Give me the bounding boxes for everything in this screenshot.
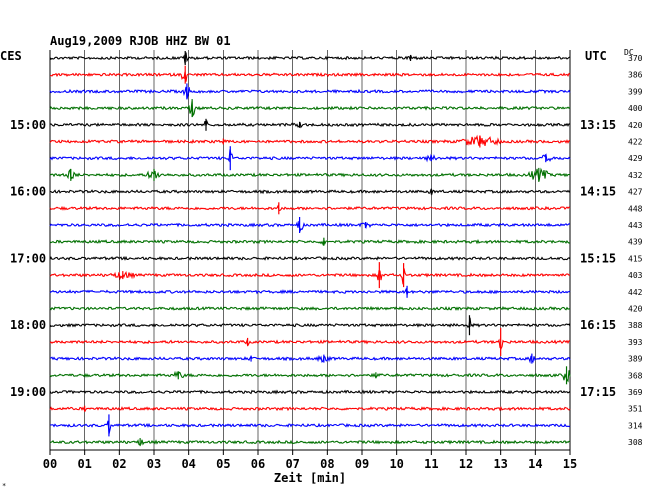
trace-line bbox=[49, 389, 571, 395]
trace-line bbox=[49, 420, 571, 435]
trace-line bbox=[50, 354, 571, 364]
trace-line bbox=[49, 238, 571, 247]
dc-offset-label: 415 bbox=[628, 254, 643, 263]
dc-offset-label: 442 bbox=[628, 288, 643, 297]
trace-line bbox=[49, 338, 571, 350]
x-tick-label: 13 bbox=[493, 457, 507, 471]
left-time-label: 18:00 bbox=[10, 318, 46, 332]
right-time-label: 16:15 bbox=[580, 318, 616, 332]
dc-offset-label: 368 bbox=[628, 371, 643, 380]
trace-line bbox=[49, 134, 571, 146]
dc-offset-label: 439 bbox=[628, 238, 643, 247]
dc-offset-label: 399 bbox=[628, 87, 643, 96]
x-tick-label: 04 bbox=[181, 457, 195, 471]
left-time-label: 19:00 bbox=[10, 385, 46, 399]
dc-offset-label: 403 bbox=[628, 271, 643, 280]
trace-line bbox=[49, 86, 571, 100]
dc-offset-label: 388 bbox=[628, 321, 643, 330]
trace-line bbox=[49, 220, 571, 233]
trace-line bbox=[49, 268, 571, 285]
x-tick-label: 10 bbox=[389, 457, 403, 471]
dc-offset-label: 443 bbox=[628, 221, 643, 230]
trace-line bbox=[49, 287, 571, 295]
right-time-label: 15:15 bbox=[580, 251, 616, 265]
trace-line bbox=[49, 305, 571, 311]
corner-mark: * bbox=[2, 482, 6, 490]
dc-offset-label: 370 bbox=[628, 54, 643, 63]
left-timezone-label: CES bbox=[0, 49, 22, 63]
right-timezone-label: UTC bbox=[585, 49, 607, 63]
dc-offset-label: 420 bbox=[628, 121, 643, 130]
trace-line bbox=[49, 167, 571, 182]
x-tick-label: 02 bbox=[112, 457, 126, 471]
left-time-label: 17:00 bbox=[10, 251, 46, 265]
left-time-label: 15:00 bbox=[10, 118, 46, 132]
dc-offset-label: 386 bbox=[628, 71, 643, 80]
x-tick-label: 06 bbox=[251, 457, 265, 471]
x-tick-label: 08 bbox=[320, 457, 334, 471]
trace-line bbox=[49, 255, 571, 261]
trace-line bbox=[49, 438, 571, 446]
dc-offset-label: 351 bbox=[628, 405, 643, 414]
dc-offset-label: 400 bbox=[628, 104, 643, 113]
trace-line bbox=[49, 317, 571, 329]
dc-offset-label: 369 bbox=[628, 388, 643, 397]
x-tick-label: 03 bbox=[147, 457, 161, 471]
x-tick-label: 01 bbox=[77, 457, 91, 471]
trace-line bbox=[49, 149, 571, 163]
right-time-label: 17:15 bbox=[580, 385, 616, 399]
x-tick-label: 12 bbox=[459, 457, 473, 471]
trace-line bbox=[50, 71, 571, 82]
dc-offset-label: 422 bbox=[628, 138, 643, 147]
dc-offset-label: 393 bbox=[628, 338, 643, 347]
dc-offset-label: 314 bbox=[628, 421, 643, 430]
vertical-grid bbox=[49, 50, 571, 450]
dc-offset-label: 389 bbox=[628, 355, 643, 364]
x-tick-label: 14 bbox=[528, 457, 542, 471]
trace-line bbox=[49, 406, 571, 413]
x-tick-label: 00 bbox=[43, 457, 57, 471]
trace-line bbox=[49, 370, 571, 383]
x-tick-label: 09 bbox=[355, 457, 369, 471]
dc-offset-label: 448 bbox=[628, 204, 643, 213]
x-axis-label: Zeit [min] bbox=[274, 471, 346, 485]
x-axis: 00 01 02 03 04 05 06 07 08 09 10 11 12 13 14 15 bbox=[43, 449, 577, 471]
trace-line bbox=[49, 119, 571, 129]
dc-offset-label: 432 bbox=[628, 171, 643, 180]
x-tick-label: 11 bbox=[424, 457, 438, 471]
trace-group bbox=[49, 51, 571, 447]
x-tick-label: 15 bbox=[563, 457, 577, 471]
dc-offset-label: 427 bbox=[628, 188, 643, 197]
left-time-label: 16:00 bbox=[10, 185, 46, 199]
trace-line bbox=[49, 204, 571, 211]
dc-offset-label: 420 bbox=[628, 305, 643, 314]
dc-header-label: DC bbox=[624, 48, 634, 57]
right-time-label: 14:15 bbox=[580, 185, 616, 199]
x-tick-label: 05 bbox=[216, 457, 230, 471]
dc-offset-label: 429 bbox=[628, 154, 643, 163]
time-label-group: 370 386 399 400 420 422 429 432 427 448 443 439 415 4… bbox=[10, 54, 643, 447]
x-tick-label: 07 bbox=[285, 457, 299, 471]
trace-line bbox=[49, 189, 571, 196]
right-time-label: 13:15 bbox=[580, 118, 616, 132]
trace-line bbox=[49, 101, 571, 118]
dc-offset-label: 308 bbox=[628, 438, 643, 447]
chart-title: Aug19,2009 RJOB HHZ BW 01 bbox=[50, 34, 231, 48]
trace-line bbox=[49, 52, 571, 64]
